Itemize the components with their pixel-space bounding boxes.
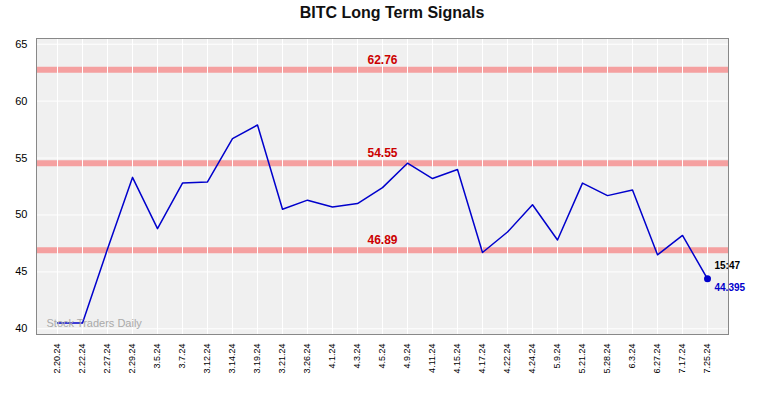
svg-text:15:47: 15:47 xyxy=(715,260,741,271)
svg-text:5.9.24: 5.9.24 xyxy=(552,344,562,369)
svg-text:4.24.24: 4.24.24 xyxy=(527,344,537,374)
svg-text:60: 60 xyxy=(15,95,27,107)
svg-text:2.29.24: 2.29.24 xyxy=(127,344,137,374)
svg-text:3.21.24: 3.21.24 xyxy=(277,344,287,374)
svg-text:5.28.24: 5.28.24 xyxy=(602,344,612,374)
svg-text:Stock Traders Daily: Stock Traders Daily xyxy=(47,317,143,329)
svg-text:3.7.24: 3.7.24 xyxy=(177,344,187,369)
svg-text:40: 40 xyxy=(15,322,27,334)
svg-text:3.14.24: 3.14.24 xyxy=(227,344,237,374)
svg-text:4.17.24: 4.17.24 xyxy=(477,344,487,374)
svg-text:44.395: 44.395 xyxy=(715,282,746,293)
svg-text:4.22.24: 4.22.24 xyxy=(502,344,512,374)
svg-text:2.20.24: 2.20.24 xyxy=(52,344,62,374)
svg-text:3.19.24: 3.19.24 xyxy=(252,344,262,374)
svg-text:3.12.24: 3.12.24 xyxy=(202,344,212,374)
svg-text:50: 50 xyxy=(15,208,27,220)
svg-text:7.17.24: 7.17.24 xyxy=(677,344,687,374)
svg-text:55: 55 xyxy=(15,152,27,164)
svg-text:3.26.24: 3.26.24 xyxy=(302,344,312,374)
svg-text:4.5.24: 4.5.24 xyxy=(377,344,387,369)
svg-text:6.27.24: 6.27.24 xyxy=(652,344,662,374)
svg-text:4.11.24: 4.11.24 xyxy=(427,344,437,373)
svg-text:45: 45 xyxy=(15,265,27,277)
svg-text:3.5.24: 3.5.24 xyxy=(152,344,162,369)
svg-text:4.3.24: 4.3.24 xyxy=(352,344,362,369)
svg-text:4.15.24: 4.15.24 xyxy=(452,344,462,374)
svg-text:6.3.24: 6.3.24 xyxy=(627,344,637,369)
svg-text:7.25.24: 7.25.24 xyxy=(702,344,712,374)
svg-text:5.21.24: 5.21.24 xyxy=(577,344,587,374)
svg-text:4.1.24: 4.1.24 xyxy=(327,344,337,369)
svg-text:2.27.24: 2.27.24 xyxy=(102,344,112,374)
svg-text:46.89: 46.89 xyxy=(367,233,397,247)
html-text:BITC Long Term Signals: BITC Long Term Signals xyxy=(299,4,485,21)
svg-text:54.55: 54.55 xyxy=(367,146,397,160)
svg-text:4.9.24: 4.9.24 xyxy=(402,344,412,369)
svg-text:2.22.24: 2.22.24 xyxy=(77,344,87,374)
svg-text:62.76: 62.76 xyxy=(367,53,397,67)
svg-text:65: 65 xyxy=(15,38,27,50)
